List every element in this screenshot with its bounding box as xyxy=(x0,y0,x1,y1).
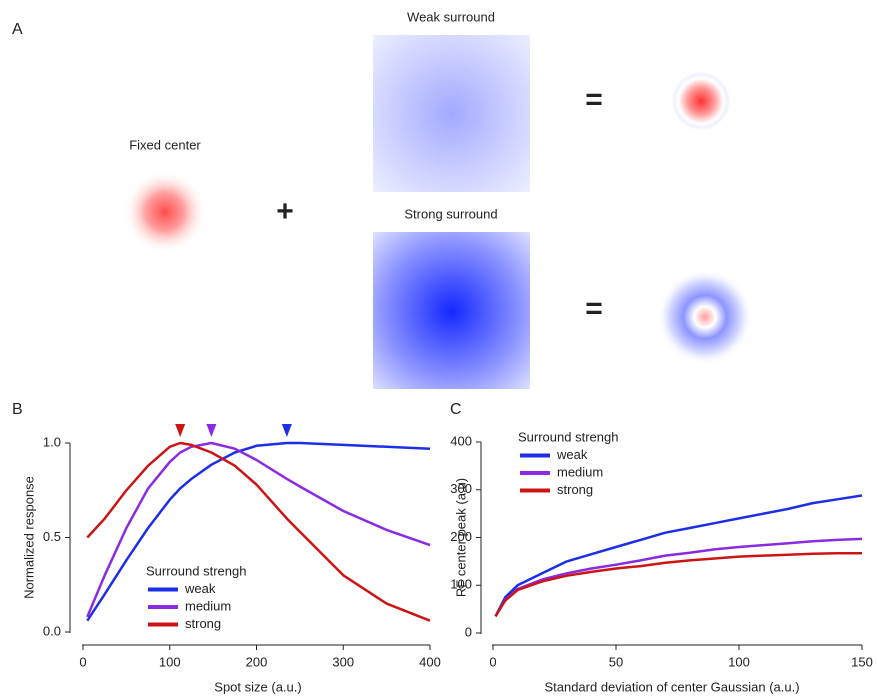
y-tick-label: 0.0 xyxy=(43,623,61,638)
y-tick-label: 200 xyxy=(450,529,472,544)
series-line xyxy=(494,552,862,617)
series-line xyxy=(494,537,863,617)
y-tick-label: 0.5 xyxy=(43,529,61,544)
legend-label: weak xyxy=(184,581,216,596)
legend-title: Surround strengh xyxy=(146,563,246,578)
x-tick-label: 0 xyxy=(489,654,496,669)
diagram-label: Fixed center xyxy=(129,137,201,152)
y-tick-label: 400 xyxy=(450,433,472,448)
x-tick-label: 150 xyxy=(851,654,873,669)
weak-result xyxy=(671,71,731,131)
x-tick-label: 400 xyxy=(419,654,441,669)
series-line xyxy=(86,441,431,618)
y-tick-label: 1.0 xyxy=(43,434,61,449)
panel-label: A xyxy=(12,21,23,38)
legend-label: medium xyxy=(557,464,603,479)
legend-label: strong xyxy=(557,482,593,497)
operator: = xyxy=(585,292,603,325)
diagram-label: Strong surround xyxy=(404,206,497,221)
series-line xyxy=(494,494,863,617)
x-tick-label: 50 xyxy=(609,654,623,669)
operator: = xyxy=(585,83,603,116)
legend-label: strong xyxy=(185,616,221,631)
x-axis-label: Spot size (a.u.) xyxy=(214,679,301,694)
x-axis-label: Standard deviation of center Gaussian (a… xyxy=(544,679,799,694)
x-tick-label: 100 xyxy=(728,654,750,669)
y-axis-label: Normalized response xyxy=(21,476,36,599)
operator: + xyxy=(276,195,294,228)
y-tick-label: 0 xyxy=(465,624,472,639)
x-tick-label: 200 xyxy=(246,654,268,669)
diagram-label: Weak surround xyxy=(407,9,495,24)
panel-label: B xyxy=(12,401,23,418)
peak-marker xyxy=(175,424,186,437)
panel-label: C xyxy=(450,401,462,418)
x-tick-label: 100 xyxy=(159,654,181,669)
weak-surround xyxy=(373,35,530,192)
y-axis-label: RF center peak (a.u) xyxy=(453,478,468,597)
x-tick-label: 0 xyxy=(79,654,86,669)
peak-marker xyxy=(281,424,292,437)
y-tick-label: 300 xyxy=(450,481,472,496)
series-line xyxy=(86,441,431,622)
legend-title: Surround strengh xyxy=(518,429,618,444)
x-tick-label: 300 xyxy=(332,654,354,669)
y-tick-label: 100 xyxy=(450,577,472,592)
peak-marker xyxy=(206,424,217,437)
series-line xyxy=(86,441,431,622)
strong-result xyxy=(657,269,753,365)
legend-label: medium xyxy=(185,598,231,613)
strong-surround xyxy=(373,232,530,389)
center-blob xyxy=(123,170,207,254)
legend-label: weak xyxy=(556,447,588,462)
